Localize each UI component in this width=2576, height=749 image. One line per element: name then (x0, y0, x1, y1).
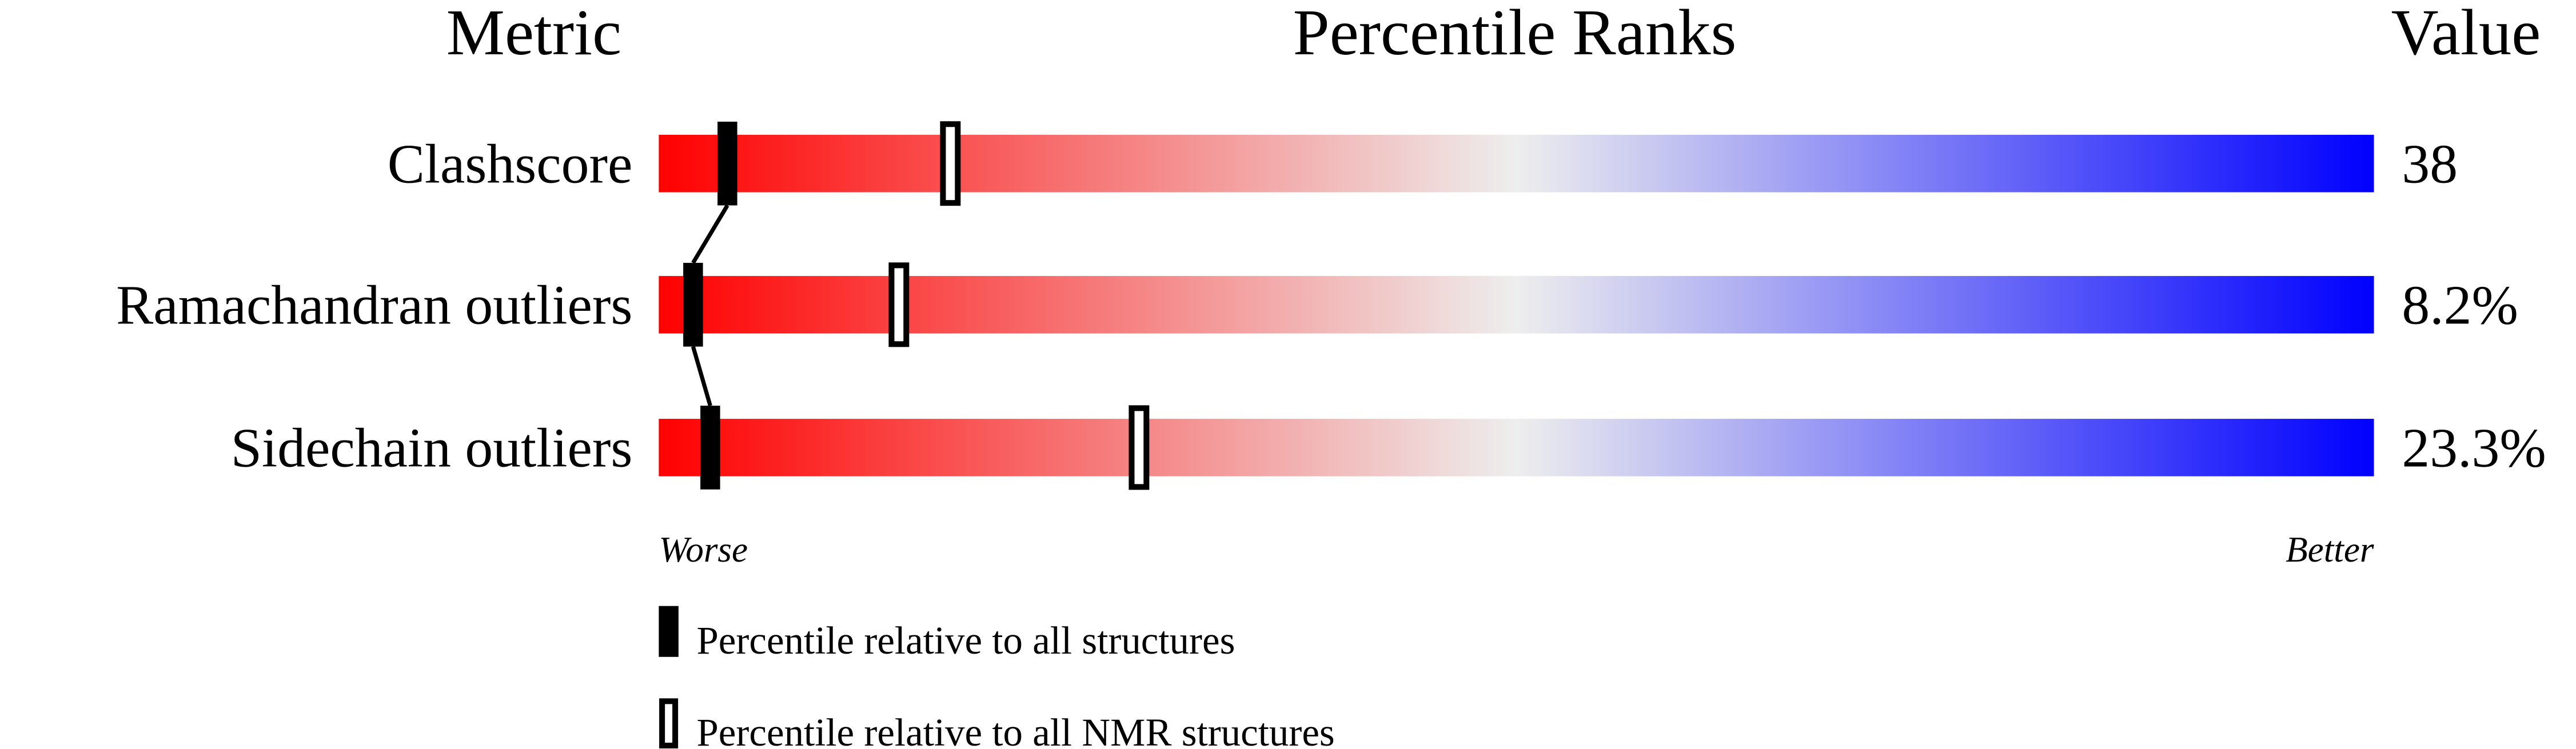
all-percentile-marker (683, 263, 703, 347)
nmr-percentile-marker (888, 262, 910, 347)
metric-label: Ramachandran outliers (116, 274, 632, 336)
percentile-bar (659, 419, 2374, 476)
all-percentile-marker (700, 406, 720, 490)
legend-label-all: Percentile relative to all structures (696, 619, 1235, 662)
percentile-ranks-header: Percentile Ranks (1293, 0, 1737, 69)
metric-label: Clashscore (388, 133, 633, 195)
worse-label: Worse (659, 530, 748, 570)
legend-filled-marker-icon (659, 606, 679, 657)
legend-label-nmr: Percentile relative to all NMR structure… (696, 711, 1334, 749)
nmr-percentile-marker (940, 121, 961, 206)
metric-value: 8.2% (2402, 274, 2518, 336)
connector-line (691, 346, 712, 407)
metric-value: 38 (2402, 133, 2458, 195)
metric-value: 23.3% (2402, 417, 2546, 479)
metric-label: Sidechain outliers (231, 417, 633, 479)
percentile-bar (659, 276, 2374, 334)
all-percentile-marker (717, 121, 737, 206)
value-header: Value (2391, 0, 2541, 69)
nmr-percentile-marker (1129, 405, 1150, 490)
percentile-bar (659, 134, 2374, 193)
legend-hollow-marker-icon (659, 698, 679, 748)
metric-header: Metric (446, 0, 621, 69)
better-label: Better (2286, 530, 2374, 570)
connector-line (691, 204, 729, 264)
